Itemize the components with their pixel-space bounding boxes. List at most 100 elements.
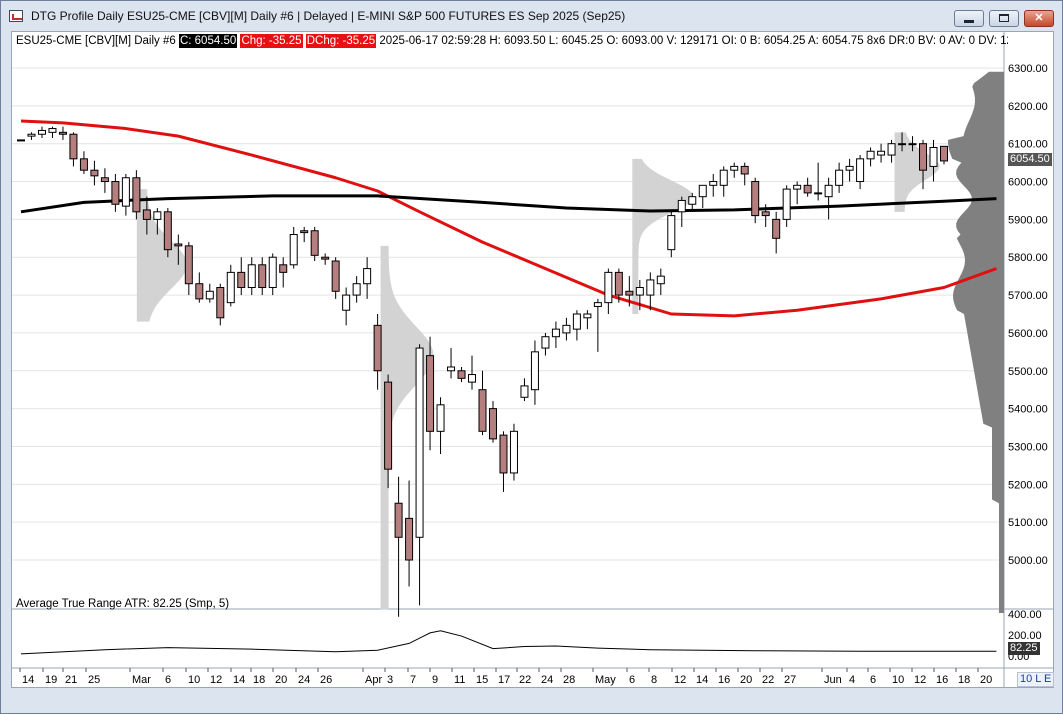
time-label-38: 18	[958, 674, 970, 686]
minimize-button[interactable]	[954, 10, 984, 27]
candle-body-7	[90, 169, 99, 177]
candle-body-8	[100, 177, 109, 183]
candle-body-82	[877, 150, 886, 156]
candle-body-86	[919, 143, 928, 171]
price-tick-5400: 5400.00	[1008, 404, 1048, 416]
candle-body-14	[163, 211, 172, 251]
candle-body-28	[310, 230, 319, 256]
candle-body-34	[373, 324, 382, 372]
time-label-16: 9	[432, 674, 438, 686]
candle-body-61	[656, 275, 665, 285]
profile-may	[632, 158, 694, 314]
candle-body-41	[447, 366, 456, 372]
ma-red-line	[20, 119, 997, 318]
status-line: ESU25-CME [CBV][M] Daily #6 C: 6054.50 C…	[16, 34, 1008, 48]
close-icon: ✕	[1034, 12, 1044, 24]
candle-body-83	[887, 143, 896, 156]
time-label-6: 10	[188, 674, 200, 686]
candle-body-71	[761, 211, 770, 217]
title-bar[interactable]: DTG Profile Daily ESU25-CME [CBV][M] Dai…	[1, 1, 1062, 31]
candle-body-88	[940, 145, 948, 162]
candle-body-49	[530, 351, 539, 391]
candle-body-0	[17, 139, 25, 142]
candle-body-3	[48, 128, 57, 133]
candle-body-20	[226, 271, 235, 304]
candle-body-72	[772, 218, 781, 239]
maximize-button[interactable]	[989, 10, 1019, 27]
price-tick-5100: 5100.00	[1008, 517, 1048, 529]
candle-body-62	[667, 215, 676, 251]
window-title: DTG Profile Daily ESU25-CME [CBV][M] Dai…	[31, 9, 626, 23]
candle-body-75	[803, 184, 812, 194]
candle-body-10	[121, 177, 130, 207]
chart-area[interactable]: 6300.00 6200.00 6100.00 6000.00 5900.00 5800.…	[11, 31, 1054, 688]
time-label-39: 20	[980, 674, 992, 686]
atr-label: Average True Range ATR: 82.25 (Smp, 5)	[16, 598, 230, 610]
profile-mar	[136, 189, 187, 322]
time-label-10: 20	[275, 674, 287, 686]
candle-body-55	[593, 302, 602, 307]
price-tick-5800: 5800.00	[1008, 252, 1048, 264]
time-label-9: 18	[253, 674, 265, 686]
candle-body-5	[69, 133, 78, 160]
maximize-icon	[999, 14, 1009, 22]
candle-body-26	[289, 234, 298, 266]
time-label-5: 6	[165, 674, 171, 686]
candle-body-54	[583, 313, 592, 319]
candle-body-30	[331, 260, 340, 292]
price-tick-5300: 5300.00	[1008, 441, 1048, 453]
candle-body-37	[405, 517, 414, 561]
time-label-14: 3	[387, 674, 393, 686]
time-label-25: 8	[651, 674, 657, 686]
candle-body-69	[740, 165, 749, 175]
candle-body-48	[520, 385, 529, 398]
candle-body-13	[153, 211, 162, 220]
time-label-15: 7	[410, 674, 416, 686]
time-label-18: 15	[476, 674, 488, 686]
chart-canvas[interactable]: 6300.006200.006100.006000.005900.005800.…	[12, 32, 1053, 687]
price-tick-5600: 5600.00	[1008, 328, 1048, 340]
atr-line	[20, 630, 997, 655]
candle-body-59	[635, 287, 644, 296]
time-label-7: 12	[210, 674, 222, 686]
candle-body-60	[646, 279, 655, 296]
candle-body-1	[27, 133, 36, 137]
price-tick-5900: 5900.00	[1008, 214, 1048, 226]
time-label-37: 16	[936, 674, 948, 686]
candle-body-29	[321, 256, 330, 260]
candle-body-23	[258, 264, 267, 289]
candle-body-67	[719, 169, 728, 186]
time-label-13: Apr	[365, 674, 382, 686]
candle-body-63	[677, 199, 686, 213]
bottom-right-label[interactable]: 10 L E	[1017, 672, 1055, 687]
time-label-2: 21	[65, 674, 77, 686]
candle-body-52	[562, 324, 571, 334]
time-label-23: May	[595, 674, 616, 686]
atr-value-tag: 82.25	[1008, 642, 1040, 655]
close-button[interactable]: ✕	[1024, 10, 1054, 27]
candle-body-24	[268, 256, 277, 289]
time-label-36: 12	[914, 674, 926, 686]
candle-body-70	[751, 181, 760, 217]
candle-body-87	[929, 146, 938, 167]
time-label-28: 16	[718, 674, 730, 686]
time-label-8: 14	[233, 674, 245, 686]
candle-body-16	[184, 245, 193, 285]
candle-body-36	[394, 502, 403, 538]
candle-body-19	[216, 287, 225, 319]
status-details: 2025-06-17 02:59:28 H: 6093.50 L: 6045.2…	[379, 35, 1008, 47]
time-label-21: 24	[541, 674, 553, 686]
time-label-30: 22	[762, 674, 774, 686]
candle-body-40	[436, 404, 445, 432]
candle-body-66	[709, 181, 718, 186]
candle-body-81	[866, 150, 875, 160]
candle-body-84	[898, 143, 907, 146]
status-symbol: ESU25-CME [CBV][M] Daily #6	[16, 35, 176, 47]
time-label-22: 28	[563, 674, 575, 686]
time-label-24: 6	[629, 674, 635, 686]
status-chg-tag: Chg: -35.25	[240, 34, 303, 48]
candle-body-76	[814, 192, 823, 195]
time-label-33: 4	[849, 674, 855, 686]
volume-profile	[948, 71, 1004, 613]
